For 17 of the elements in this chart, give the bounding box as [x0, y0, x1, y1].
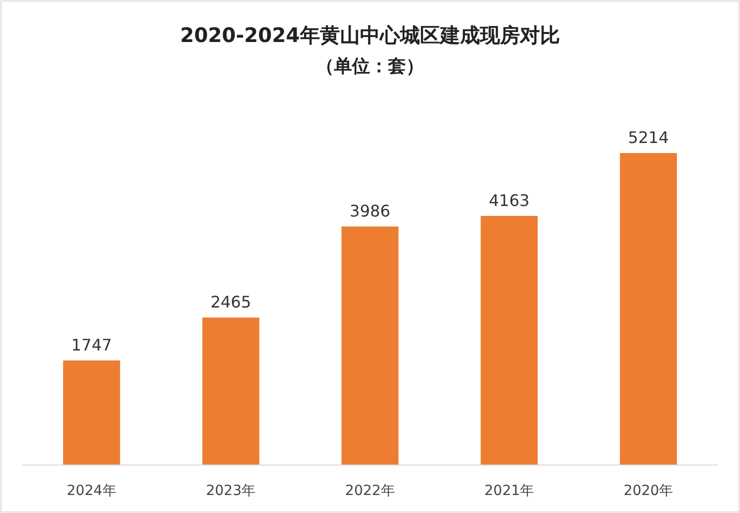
bar: [202, 318, 260, 465]
x-tick-label: 2022年: [345, 483, 395, 499]
bar: [620, 153, 677, 465]
bar: [480, 216, 538, 465]
data-label: 4163: [488, 190, 530, 210]
bar: [63, 360, 120, 465]
x-tick-label: 2024年: [66, 483, 116, 499]
chart-title: 2020-2024年黄山中心城区建成现房对比: [180, 23, 560, 47]
x-tick-label: 2020年: [624, 483, 674, 499]
bar: [342, 226, 398, 465]
data-label: 2465: [210, 292, 252, 312]
data-label: 5214: [628, 128, 669, 148]
x-tick-label: 2021年: [484, 483, 534, 499]
data-label: 1747: [71, 335, 112, 354]
x-tick-label: 2023年: [206, 483, 256, 499]
chart-subtitle: （单位：套）: [316, 56, 424, 77]
data-label: 3986: [350, 202, 390, 221]
